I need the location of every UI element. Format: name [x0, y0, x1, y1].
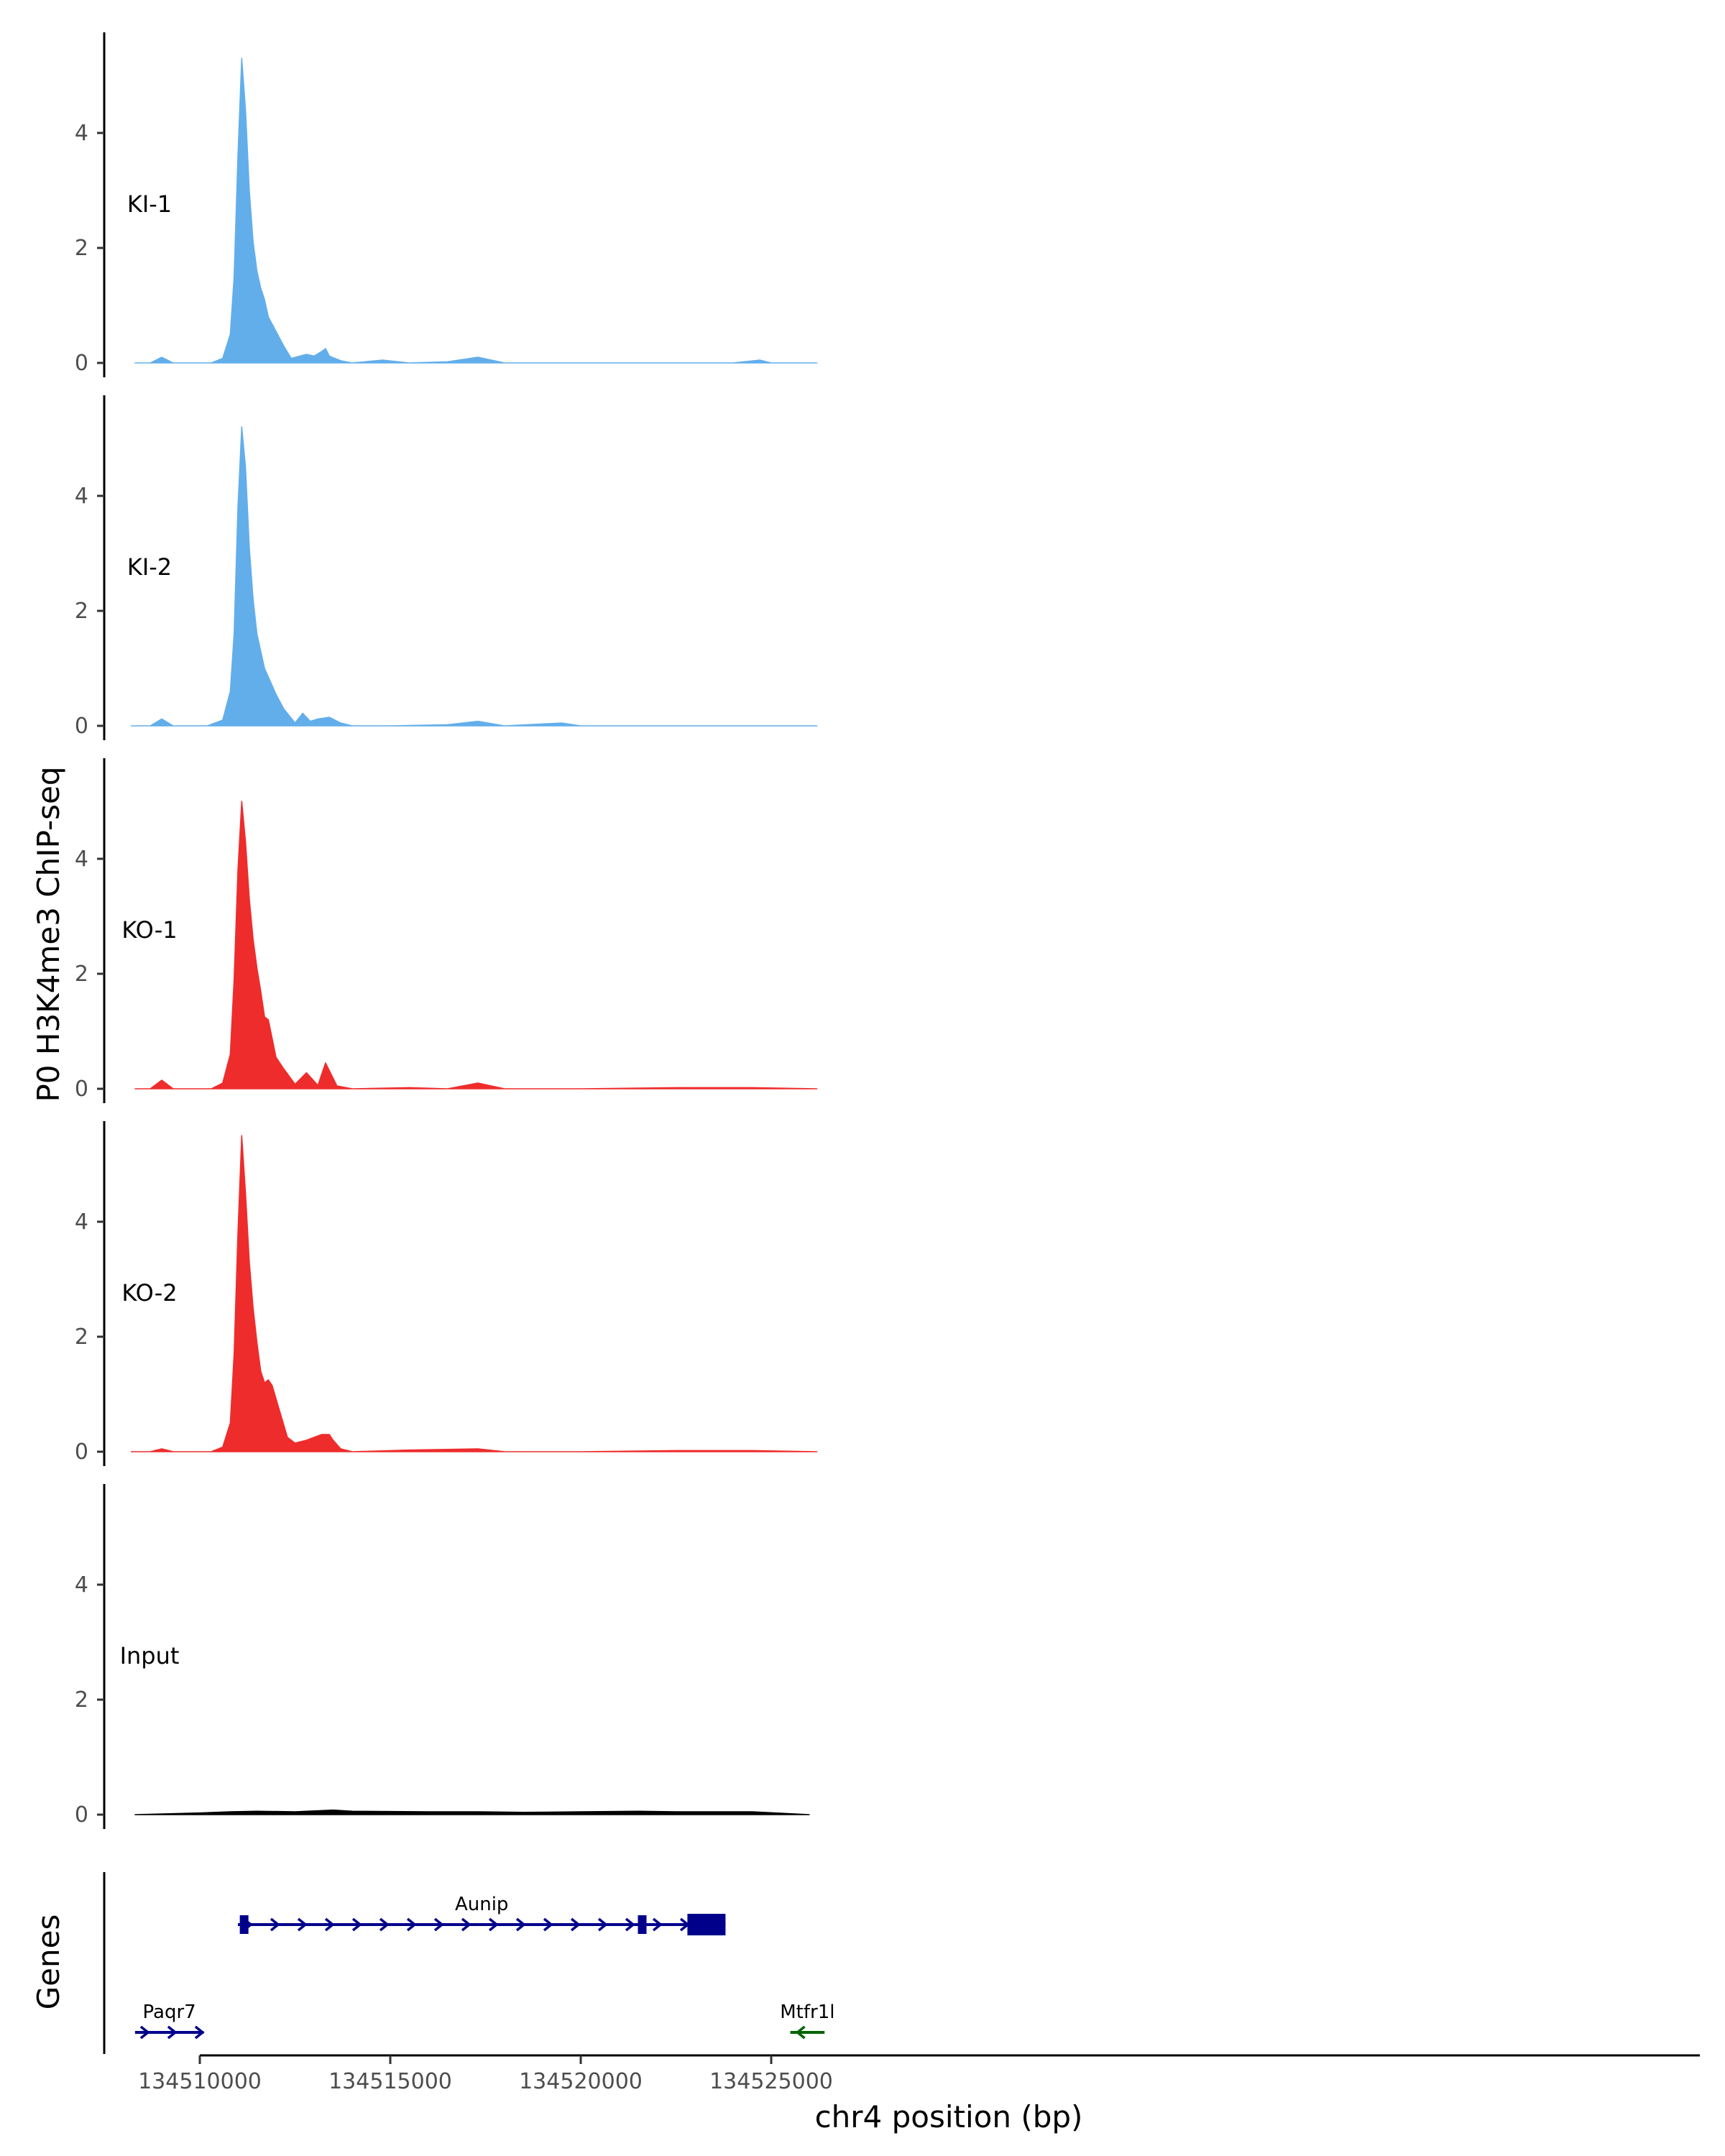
track-ko-1: 0 2 4 KO-1 [75, 758, 818, 1103]
strand-arrow-icon [461, 1917, 472, 1932]
gene-annotation-panel: Aunip Paqr7 Mtfr1l [103, 1872, 834, 2054]
x-axis: 134510000 134515000 134520000 134525000 [138, 2054, 1700, 2094]
gene-exon [239, 1915, 249, 1934]
y-tick-label: 4 [75, 1210, 88, 1235]
y-tick-label: 0 [75, 1802, 88, 1828]
track-label: KO-2 [121, 1279, 177, 1307]
y-tick-label: 0 [75, 714, 88, 739]
strand-arrow-icon [297, 1917, 308, 1932]
strand-arrow-icon [488, 1917, 499, 1932]
y-axis-title: P0 H3K4me3 ChIP-seq [31, 766, 66, 1102]
strand-arrow-icon [625, 1917, 635, 1932]
y-tick-label: 4 [75, 1572, 88, 1598]
y-tick-label: 2 [75, 1325, 88, 1350]
track-input: 0 2 4 Input [75, 1484, 810, 1829]
strand-arrow-icon [406, 1917, 417, 1932]
strand-arrow-icon [167, 2025, 178, 2040]
strand-arrow-icon [597, 1917, 608, 1932]
x-axis-title: chr4 position (bp) [815, 2099, 1083, 2134]
strand-arrow-icon [433, 1917, 444, 1932]
strand-arrow-icon [324, 1917, 335, 1932]
y-tick-label: 2 [75, 962, 88, 987]
x-tick-label: 134510000 [138, 2069, 262, 2094]
y-tick-label: 4 [75, 121, 88, 146]
x-tick-label: 134520000 [519, 2069, 643, 2094]
gene-name-label: Paqr7 [143, 2001, 196, 2023]
gene-paqr7: Paqr7 [134, 2001, 205, 2040]
x-tick-label: 134515000 [328, 2069, 452, 2094]
gene-name-label: Aunip [455, 1894, 508, 1915]
x-tick-label: 134525000 [709, 2069, 833, 2094]
strand-arrow-icon [270, 1917, 280, 1932]
track-label: KO-1 [121, 916, 177, 944]
strand-arrow-icon [570, 1917, 581, 1932]
gene-aunip: Aunip [238, 1894, 726, 1935]
y-tick-label: 0 [75, 1077, 88, 1102]
track-ko-2: 0 2 4 KO-2 [75, 1121, 818, 1466]
strand-arrow-icon [139, 2025, 150, 2040]
y-tick-label: 4 [75, 847, 88, 872]
track-label: Input [120, 1642, 180, 1669]
genes-panel-label: Genes [31, 1915, 66, 2010]
strand-arrow-icon [652, 1917, 663, 1932]
strand-arrow-icon [543, 1917, 553, 1932]
signal-area [134, 801, 818, 1089]
y-tick-label: 2 [75, 236, 88, 261]
strand-arrow-icon [515, 1917, 526, 1932]
track-ki-1: 0 2 4 KI-1 [75, 32, 818, 377]
track-ki-2: 0 2 4 KI-2 [75, 395, 818, 740]
gene-mtfr1l: Mtfr1l [780, 2001, 834, 2040]
gene-exon [638, 1915, 647, 1934]
signal-area [130, 426, 818, 727]
gene-exon [687, 1914, 726, 1935]
y-tick-label: 4 [75, 484, 88, 509]
signal-area [130, 1135, 818, 1452]
y-tick-label: 0 [75, 1439, 88, 1465]
strand-arrow-icon [379, 1917, 390, 1932]
track-label: KI-1 [127, 190, 172, 218]
signal-area [134, 1809, 810, 1815]
strand-arrow-icon [795, 2025, 806, 2040]
strand-arrow-icon [194, 2025, 205, 2040]
strand-arrow-icon [351, 1917, 362, 1932]
y-tick-label: 0 [75, 351, 88, 376]
track-label: KI-2 [127, 553, 172, 581]
y-tick-label: 2 [75, 599, 88, 624]
gene-name-label: Mtfr1l [780, 2001, 834, 2023]
signal-tracks: 0 2 4 KI-1 0 2 4 KI-2 0 2 4 KO-1 0 2 4 KO-2 0 2 4 Input [75, 32, 818, 1829]
signal-area [134, 57, 818, 364]
y-tick-label: 2 [75, 1687, 88, 1713]
